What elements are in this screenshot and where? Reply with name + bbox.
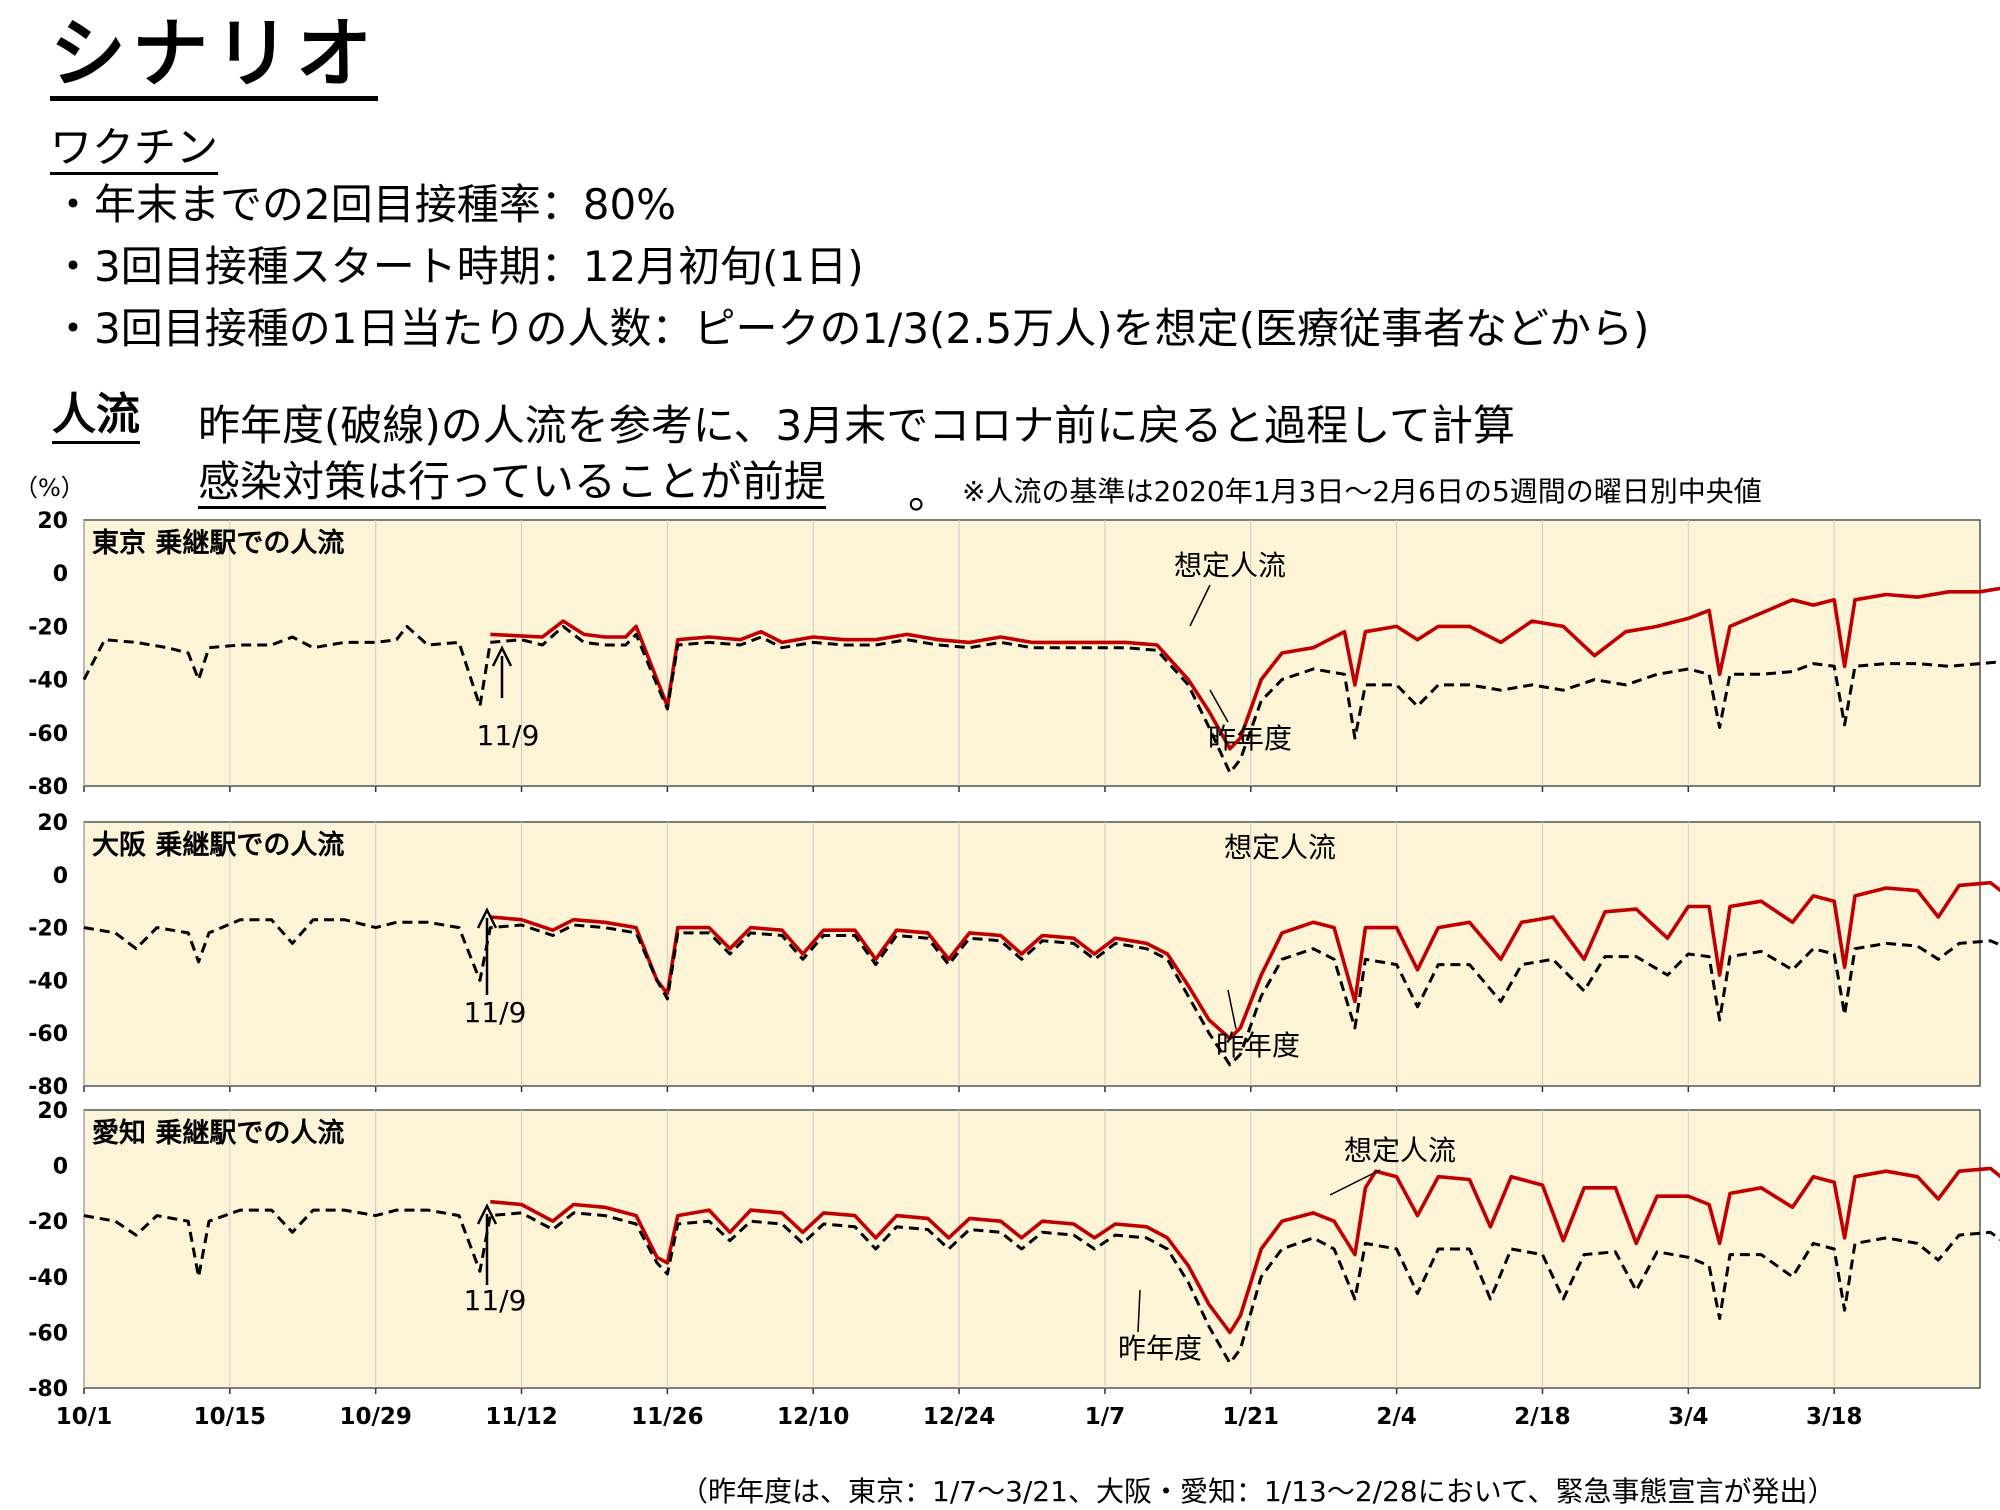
leader-assumed — [1329, 1169, 1381, 1196]
label-assumed: 想定人流 — [1174, 549, 1286, 582]
x-tick-label: 11/12 — [485, 1404, 557, 1430]
x-tick-label: 12/24 — [923, 1404, 995, 1430]
x-tick-label: 12/10 — [777, 1404, 849, 1430]
x-tick-label: 11/26 — [631, 1404, 703, 1430]
arrow-head — [476, 1203, 498, 1225]
plot-area-0 — [83, 519, 1981, 787]
y-unit-label: （%） — [14, 474, 85, 502]
label-assumed: 想定人流 — [1344, 1134, 1456, 1167]
x-tick-label: 1/21 — [1223, 1404, 1279, 1430]
vaccine-bullet-2: ・3回目接種スタート時期：12月初旬(1日) — [52, 242, 864, 291]
arrow-label: 11/9 — [464, 996, 527, 1029]
x-tick-label: 3/18 — [1806, 1404, 1862, 1430]
y-tick-label: -60 — [28, 1321, 68, 1346]
y-tick-label: -20 — [28, 917, 68, 942]
x-tick-label: 2/18 — [1514, 1404, 1570, 1430]
x-tick-label: 2/4 — [1376, 1404, 1416, 1430]
y-tick-label: -20 — [28, 615, 68, 640]
panel-title: 東京 乗継駅での人流 — [92, 527, 344, 559]
x-tick-label: 1/7 — [1085, 1404, 1125, 1430]
y-tick-label: -20 — [28, 1210, 68, 1235]
plot-area-1 — [83, 821, 1981, 1087]
label-lastyear: 昨年度 — [1216, 1029, 1300, 1062]
arrow-label: 11/9 — [464, 1284, 527, 1317]
flow-line-2-end: 。 — [908, 469, 951, 518]
y-tick-label: -60 — [28, 1022, 68, 1047]
footnote: （昨年度は、東京：1/7～3/21、大阪・愛知：1/13～2/28において、緊急… — [680, 1475, 1836, 1508]
y-tick-label: -60 — [28, 722, 68, 747]
flow-note: ※人流の基準は2020年1月3日～2月6日の5週間の曜日別中央値 — [962, 475, 1762, 508]
x-tick-label: 3/4 — [1668, 1404, 1708, 1430]
x-tick-label: 10/1 — [56, 1404, 112, 1430]
panel-title: 愛知 乗継駅での人流 — [92, 1117, 344, 1149]
arrow-head — [491, 645, 513, 667]
label-lastyear: 昨年度 — [1118, 1332, 1202, 1365]
vaccine-bullet-1: ・年末までの2回目接種率：80% — [52, 180, 677, 229]
leader-assumed — [1189, 584, 1211, 627]
y-tick-label: -80 — [28, 1075, 68, 1100]
x-tick-label: 10/15 — [194, 1404, 266, 1430]
page-title: シナリオ — [50, 14, 378, 101]
leader-lastyear — [1209, 689, 1229, 723]
flow-line-2: 感染対策は行っていることが前提 — [198, 457, 826, 510]
y-tick-label: -80 — [28, 1377, 68, 1402]
y-tick-label: 20 — [37, 811, 68, 836]
y-tick-label: -40 — [28, 1266, 68, 1291]
series-assumed-line — [490, 586, 2000, 751]
y-tick-label: 0 — [53, 1155, 68, 1180]
vaccine-heading: ワクチン — [50, 123, 219, 176]
series-assumed-line — [490, 880, 2000, 1041]
flow-line-1: 昨年度(破線)の人流を参考に、3月末でコロナ前に戻ると過程して計算 — [198, 401, 1515, 450]
panel-title: 大阪 乗継駅での人流 — [92, 829, 344, 861]
arrow-label: 11/9 — [477, 719, 540, 752]
plot-area-2 — [83, 1109, 1981, 1389]
label-lastyear: 昨年度 — [1208, 722, 1292, 755]
flow-heading: 人流 — [52, 389, 140, 444]
series-lastyear-line — [83, 918, 2000, 1067]
arrow-head — [476, 907, 498, 929]
y-tick-label: -80 — [28, 775, 68, 800]
y-tick-label: 20 — [37, 1099, 68, 1124]
label-assumed: 想定人流 — [1224, 831, 1336, 864]
y-tick-label: 0 — [53, 864, 68, 889]
vaccine-bullet-3: ・3回目接種の1日当たりの人数：ピークの1/3(2.5万人)を想定(医療従事者な… — [52, 304, 1650, 353]
y-tick-label: -40 — [28, 969, 68, 994]
leader-lastyear — [1227, 989, 1237, 1030]
x-tick-label: 10/29 — [339, 1404, 411, 1430]
y-tick-label: 20 — [37, 509, 68, 534]
y-tick-label: -40 — [28, 669, 68, 694]
y-tick-label: 0 — [53, 562, 68, 587]
series-assumed-line — [490, 1166, 2000, 1335]
leader-lastyear — [1137, 1289, 1141, 1333]
series-lastyear-line — [83, 1208, 2000, 1365]
